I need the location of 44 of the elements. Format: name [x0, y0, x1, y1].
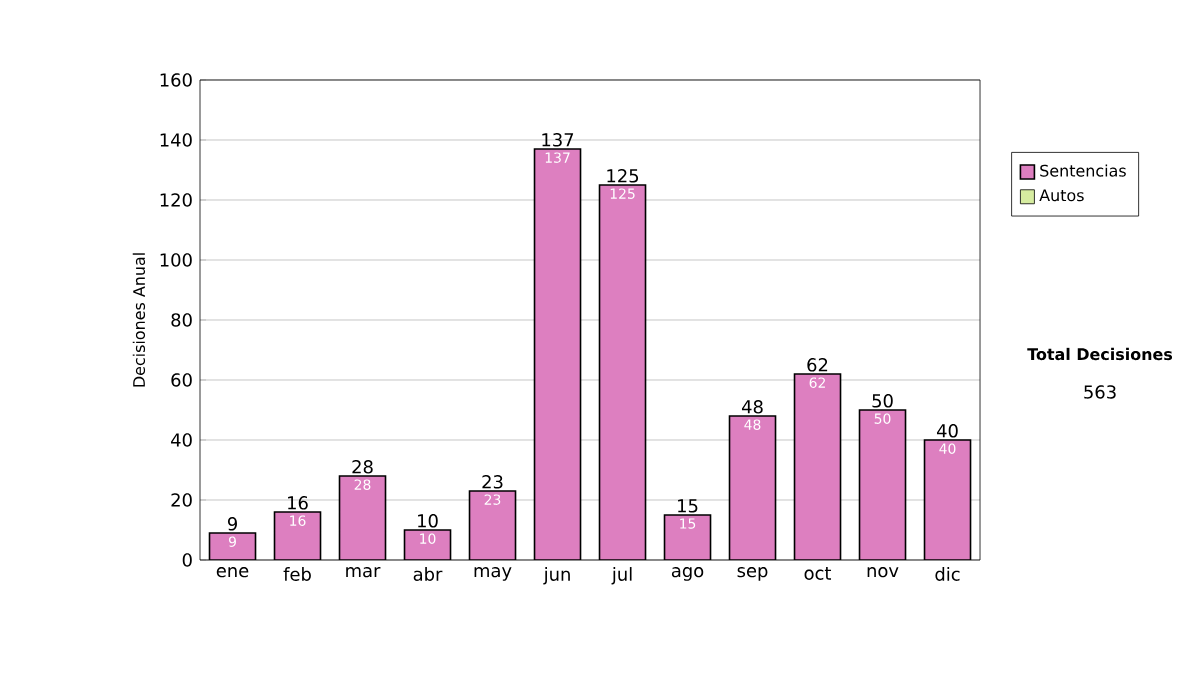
bar [859, 410, 906, 560]
y-tick-label: 140 [160, 133, 192, 147]
x-tick-label: may [474, 567, 512, 581]
total-label: 137 [542, 133, 574, 147]
y-tick-label: 120 [160, 193, 192, 207]
total-label: 23 [482, 475, 503, 489]
total-label: 28 [352, 460, 373, 474]
x-tick-label: mar [346, 567, 381, 578]
y-tick-label: 160 [160, 73, 192, 87]
x-tick-label: dic [935, 567, 960, 581]
total-label: 48 [741, 400, 763, 414]
x-tick-label: jul [611, 567, 632, 585]
total-label: 10 [418, 514, 438, 528]
bar [469, 491, 516, 560]
y-tick-label: 100 [160, 253, 192, 267]
bar [794, 374, 841, 560]
y-tick-label: 0 [182, 553, 192, 567]
x-tick-label: feb [283, 567, 311, 581]
x-tick-label: jun [543, 567, 570, 585]
x-tick-label: nov [867, 567, 899, 578]
y-tick-label: 60 [171, 373, 192, 387]
total-label: 62 [807, 358, 828, 372]
total-label: 50 [872, 394, 893, 408]
x-tick-label: oct [804, 567, 832, 580]
bar [339, 476, 386, 560]
bar [923, 439, 972, 560]
text: 563 [1084, 385, 1116, 399]
bar [274, 512, 321, 560]
bar [664, 515, 711, 560]
bar [599, 184, 646, 560]
total-label: 40 [936, 424, 958, 438]
y-tick-label: 40 [171, 433, 192, 447]
total-label: 9 [227, 517, 237, 531]
bar [534, 148, 581, 560]
total-label: 125 [607, 169, 639, 183]
total-label: 15 [678, 499, 698, 513]
x-tick-label: ago [671, 567, 704, 581]
total-label: 16 [288, 496, 308, 510]
bar [729, 416, 776, 560]
y-tick-label: 80 [171, 313, 192, 327]
y-tick-label: 20 [171, 493, 192, 507]
x-tick-label: ene [216, 567, 249, 578]
x-tick-label: abr [413, 567, 443, 581]
x-tick-label: sep [737, 567, 768, 581]
